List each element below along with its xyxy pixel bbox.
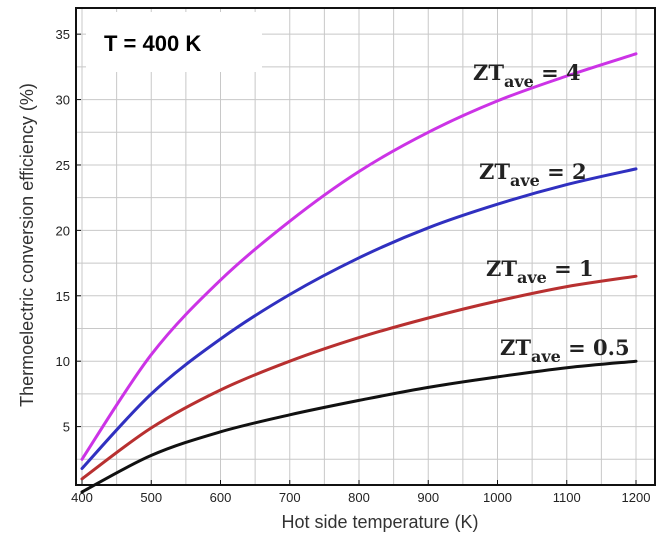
x-tick-label: 900 <box>417 490 439 505</box>
x-tick-label: 1100 <box>553 490 581 505</box>
x-tick-label: 700 <box>279 490 301 505</box>
x-tick-label: 1000 <box>483 490 512 505</box>
x-tick-label: 600 <box>210 490 232 505</box>
y-tick-label: 25 <box>56 158 70 173</box>
series-line <box>80 167 638 470</box>
tick-labels: 400 500 600 700 800 900 1000 1100 1200 5 10 15 20 25 3… <box>56 27 651 505</box>
y-tick-label: 20 <box>56 223 70 238</box>
y-axis-title: Thermoelectric conversion efficiency (%) <box>17 83 37 407</box>
y-tick-label: 10 <box>56 354 70 369</box>
y-tick-label: 35 <box>56 27 70 42</box>
series-label: ZTave = 0.5 <box>500 335 630 366</box>
temperature-label: T = 400 K <box>104 31 201 56</box>
series-lines <box>80 52 638 494</box>
y-tick-label: 30 <box>56 93 70 108</box>
series-label: ZTave = 4 <box>473 60 581 91</box>
x-tick-label: 400 <box>71 490 93 505</box>
plot-frame <box>75 7 656 486</box>
series-label: ZTave = 2 <box>479 159 587 190</box>
series-line <box>80 359 638 494</box>
x-tick-label: 500 <box>140 490 162 505</box>
y-tick-label: 15 <box>56 289 70 304</box>
series-line <box>80 52 638 461</box>
series-labels: ZTave = 4 ZTave = 2 ZTave = 1 ZTave = 0.5 <box>473 60 630 366</box>
x-tick-label: 1200 <box>622 490 651 505</box>
x-tick-label: 800 <box>348 490 370 505</box>
x-axis-title: Hot side temperature (K) <box>281 512 478 532</box>
grid <box>76 8 655 485</box>
y-tick-label: 5 <box>63 420 70 435</box>
temperature-box: T = 400 K <box>86 12 262 72</box>
series-label: ZTave = 1 <box>486 256 594 287</box>
series-line <box>80 274 638 481</box>
